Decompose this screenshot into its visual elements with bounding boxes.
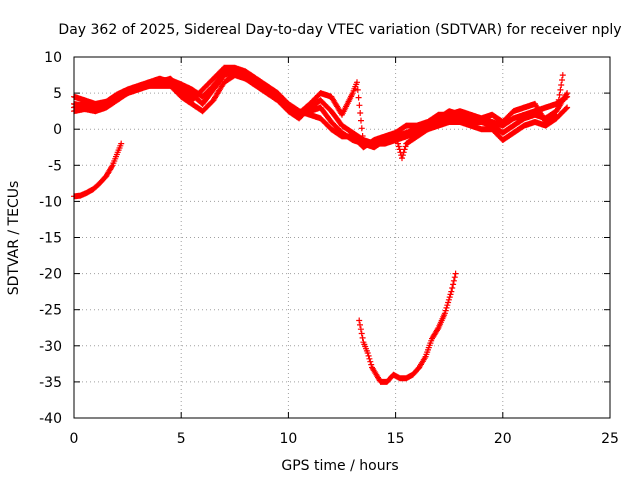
y-tick-label: 5 <box>53 86 62 102</box>
y-tick-label: 0 <box>53 122 62 138</box>
series-markers <box>356 270 459 385</box>
y-tick-label: 10 <box>44 50 62 66</box>
axis-ticks: 0 5 10 15 20 25 -40 -35 -30 -25 -20 -15 -10 -5 0 5 10 <box>39 50 619 447</box>
x-tick-label: 20 <box>494 431 512 447</box>
chart-title: Day 362 of 2025, Sidereal Day-to-day VTE… <box>58 22 621 38</box>
x-tick-label: 25 <box>601 431 619 447</box>
y-axis-label: SDTVAR / TECUs <box>6 181 22 296</box>
y-tick-label: -20 <box>39 267 62 283</box>
y-tick-label: -40 <box>39 411 62 427</box>
y-tick-label: -30 <box>39 339 62 355</box>
x-tick-label: 0 <box>70 431 79 447</box>
y-tick-label: -35 <box>39 375 62 391</box>
y-tick-label: -25 <box>39 303 62 319</box>
series-track-deep-dip <box>356 270 459 385</box>
x-tick-label: 10 <box>279 431 297 447</box>
x-axis-label: GPS time / hours <box>281 458 398 474</box>
y-tick-label: -15 <box>39 231 62 247</box>
y-tick-label: -10 <box>39 194 62 210</box>
grid-lines <box>74 57 610 418</box>
y-tick-label: -5 <box>48 158 62 174</box>
x-tick-label: 15 <box>387 431 405 447</box>
x-tick-label: 5 <box>177 431 186 447</box>
